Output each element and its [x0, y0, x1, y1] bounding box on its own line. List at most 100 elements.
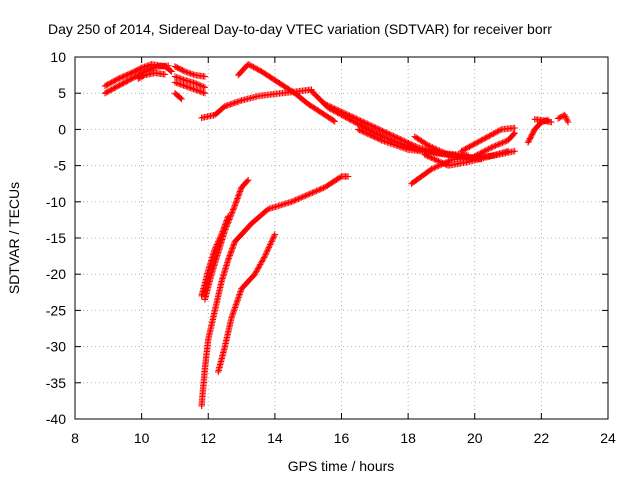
- data-point: [459, 147, 466, 154]
- data-point: [490, 143, 498, 150]
- data-point: [174, 80, 181, 87]
- data-point: [511, 147, 518, 155]
- series-arc5: [171, 79, 209, 97]
- data-point: [408, 141, 415, 148]
- series-arc3: [135, 69, 169, 82]
- data-point: [554, 115, 562, 122]
- data-point: [486, 145, 494, 152]
- data-point: [226, 253, 233, 261]
- data-point: [421, 151, 428, 158]
- data-point: [101, 82, 109, 90]
- data-point: [112, 76, 119, 84]
- data-point: [136, 74, 143, 82]
- data-point: [384, 139, 391, 146]
- data-point: [171, 73, 179, 80]
- data-point: [109, 78, 117, 85]
- data-point: [233, 198, 240, 205]
- data-point: [228, 246, 236, 254]
- data-point: [296, 194, 304, 202]
- data-point: [383, 129, 390, 137]
- data-point: [220, 225, 227, 233]
- data-point: [131, 74, 138, 81]
- data-point: [370, 133, 377, 140]
- data-point: [442, 150, 449, 157]
- data-point: [112, 84, 119, 91]
- data-point: [362, 120, 370, 127]
- data-point: [480, 135, 488, 143]
- data-point: [268, 238, 275, 245]
- data-point: [333, 106, 341, 114]
- data-point: [335, 107, 342, 114]
- data-point: [349, 113, 356, 121]
- data-point: [372, 134, 380, 141]
- series-arc23: [198, 213, 232, 300]
- data-point: [115, 75, 122, 82]
- data-point: [201, 90, 209, 97]
- data-point: [188, 85, 196, 92]
- data-point: [201, 73, 209, 80]
- data-point: [479, 148, 487, 156]
- data-point: [478, 149, 485, 156]
- data-point: [492, 129, 500, 136]
- data-point: [212, 244, 219, 251]
- data-point: [472, 152, 480, 159]
- data-point: [225, 255, 232, 262]
- data-point: [127, 76, 134, 83]
- series-arc2: [101, 61, 175, 90]
- data-point: [218, 229, 226, 237]
- data-point: [357, 117, 364, 124]
- data-point: [187, 84, 194, 92]
- data-point: [458, 147, 465, 155]
- data-point: [213, 242, 220, 250]
- data-point: [346, 112, 353, 119]
- data-point: [270, 234, 277, 241]
- data-point: [269, 235, 277, 242]
- series-arc1: [101, 62, 172, 97]
- data-point: [236, 289, 244, 297]
- chart-title: Day 250 of 2014, Sidereal Day-to-day VTE…: [48, 21, 552, 37]
- data-point: [468, 142, 476, 149]
- data-point: [379, 137, 387, 144]
- data-point: [269, 236, 276, 244]
- data-point: [105, 87, 113, 95]
- data-point: [562, 113, 569, 120]
- data-point: [360, 128, 367, 136]
- data-point: [101, 90, 109, 97]
- data-point: [128, 75, 135, 82]
- data-point: [220, 224, 228, 231]
- data-point: [466, 143, 473, 150]
- data-point: [497, 140, 505, 147]
- data-point: [371, 133, 378, 141]
- data-point: [219, 228, 226, 235]
- data-point: [412, 143, 419, 150]
- data-point: [107, 79, 114, 87]
- data-point: [365, 121, 372, 128]
- y-tick-label: -30: [46, 339, 66, 355]
- data-point: [139, 64, 147, 71]
- data-point: [218, 231, 225, 238]
- data-point: [500, 138, 508, 146]
- data-point: [482, 147, 490, 154]
- data-point: [217, 234, 224, 241]
- data-point: [364, 130, 371, 138]
- data-point: [428, 154, 435, 162]
- data-point: [229, 245, 236, 252]
- y-tick-label: -35: [46, 375, 66, 391]
- data-point: [402, 138, 409, 145]
- data-point: [224, 214, 231, 221]
- data-point: [299, 193, 306, 201]
- data-point: [548, 118, 555, 126]
- data-point: [267, 239, 275, 247]
- data-point: [253, 65, 260, 72]
- data-point: [291, 197, 298, 204]
- data-point: [557, 113, 564, 121]
- data-point: [360, 118, 367, 126]
- data-point: [313, 187, 320, 195]
- data-point: [251, 64, 259, 72]
- x-tick-label: 10: [134, 430, 150, 446]
- data-point: [438, 159, 445, 166]
- data-point: [485, 145, 492, 153]
- data-point: [236, 189, 243, 197]
- data-point: [141, 63, 148, 71]
- data-point: [138, 64, 145, 72]
